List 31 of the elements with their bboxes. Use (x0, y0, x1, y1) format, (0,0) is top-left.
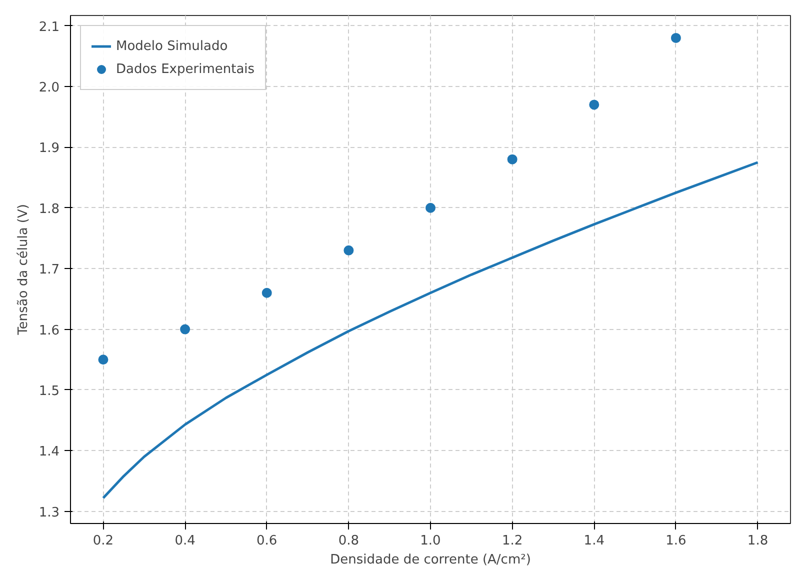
y-tick-label: 1.4 (38, 444, 60, 460)
point (262, 288, 272, 298)
x-tick-label: 0.4 (174, 534, 196, 548)
x-tick-label: 1.6 (666, 534, 686, 548)
y-tick-label: 1.9 (38, 141, 60, 156)
point (180, 324, 190, 334)
x-tick-label: 0.8 (338, 534, 360, 548)
y-tick-label: 1.5 (38, 384, 60, 399)
x-tick-label: 0.2 (92, 534, 114, 548)
legend-label: Dados Experimentais (116, 62, 255, 76)
point (426, 202, 436, 213)
y-axis-title: Tensão da célula (V) (16, 204, 31, 336)
line-series (102, 161, 760, 500)
point (670, 32, 681, 43)
y-tick-label: 1.7 (38, 262, 60, 278)
y-tick-label: 1.6 (38, 323, 60, 338)
point (589, 100, 600, 110)
y-tick-label: 2.1 (38, 20, 60, 35)
x-tick-label: 0.6 (256, 534, 278, 548)
y-tick-label: 1.8 (38, 202, 60, 217)
x-tick-label: 1.0 (420, 534, 441, 548)
x-tick-label: 1.8 (747, 534, 768, 548)
point (507, 154, 518, 164)
y-tick-label: 1.3 (38, 505, 60, 520)
y-tick-label: 2.0 (38, 80, 60, 96)
point (98, 354, 108, 365)
point (344, 245, 354, 256)
x-tick-label: 1.2 (502, 534, 523, 548)
x-axis-title: Densidade de corrente (A/cm²) (330, 552, 531, 568)
legend-label: Modelo Simulado (116, 38, 228, 54)
x-tick-label: 1.4 (584, 534, 604, 548)
